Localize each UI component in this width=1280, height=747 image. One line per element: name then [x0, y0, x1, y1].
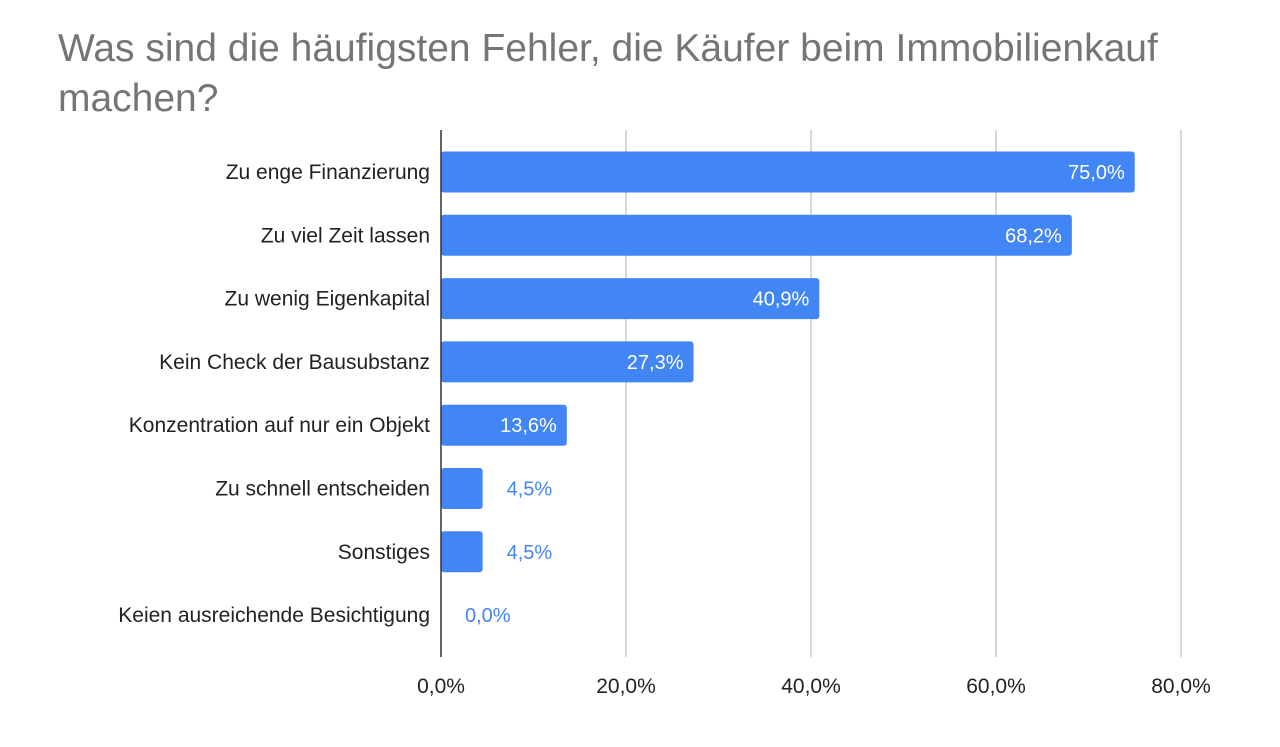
bar — [441, 531, 483, 573]
value-label: 68,2% — [1005, 225, 1062, 247]
category-label: Keien ausreichende Besichtigung — [118, 604, 430, 627]
value-label: 13,6% — [500, 415, 557, 437]
value-label: 75,0% — [1068, 162, 1125, 184]
bar — [441, 341, 694, 383]
bar — [441, 278, 820, 320]
category-label: Sonstiges — [338, 541, 430, 564]
value-label: 27,3% — [627, 352, 684, 374]
value-label: 40,9% — [753, 289, 810, 311]
value-label: 4,5% — [507, 542, 553, 564]
x-tick-label: 0,0% — [417, 675, 465, 698]
value-label: 4,5% — [507, 479, 553, 501]
category-label: Zu wenig Eigenkapital — [225, 288, 430, 311]
x-tick-label: 40,0% — [781, 675, 841, 698]
x-tick-label: 60,0% — [966, 675, 1026, 698]
value-labels: 75,0% 68,2% 40,9% 27,3% 13,6% 4,5% 4,5% 0,0% — [465, 162, 1125, 627]
bar — [441, 151, 1135, 193]
category-labels: Zu enge Finanzierung Zu viel Zeit lassen Z… — [118, 161, 430, 627]
x-tick-label: 20,0% — [596, 675, 656, 698]
grid-lines — [625, 130, 1182, 657]
category-label: Zu schnell entscheiden — [215, 478, 430, 501]
bar — [441, 468, 483, 509]
bars — [441, 151, 1135, 573]
category-label: Zu viel Zeit lassen — [261, 224, 430, 247]
chart-title: Was sind die häufigsten Fehler, die Käuf… — [58, 27, 1158, 120]
bar — [441, 214, 1072, 256]
bar — [441, 404, 567, 446]
x-tick-label: 80,0% — [1151, 675, 1211, 698]
category-label: Konzentration auf nur ein Objekt — [129, 414, 430, 437]
category-label: Zu enge Finanzierung — [226, 161, 430, 184]
category-label: Kein Check der Bausubstanz — [159, 351, 430, 374]
value-label: 0,0% — [465, 605, 511, 627]
tick-labels: 0,0% 20,0% 40,0% 60,0% 80,0% — [417, 675, 1211, 698]
